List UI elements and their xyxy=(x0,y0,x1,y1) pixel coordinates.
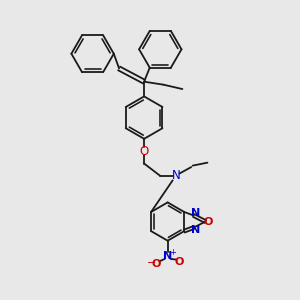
Text: N: N xyxy=(191,208,200,218)
Text: +: + xyxy=(169,248,176,257)
Text: N: N xyxy=(163,251,172,261)
Text: O: O xyxy=(174,257,184,268)
Text: O: O xyxy=(204,217,213,226)
Text: N: N xyxy=(172,169,181,182)
Text: −: − xyxy=(146,258,156,268)
Text: N: N xyxy=(191,225,200,235)
Text: O: O xyxy=(152,259,161,269)
Text: O: O xyxy=(140,145,149,158)
